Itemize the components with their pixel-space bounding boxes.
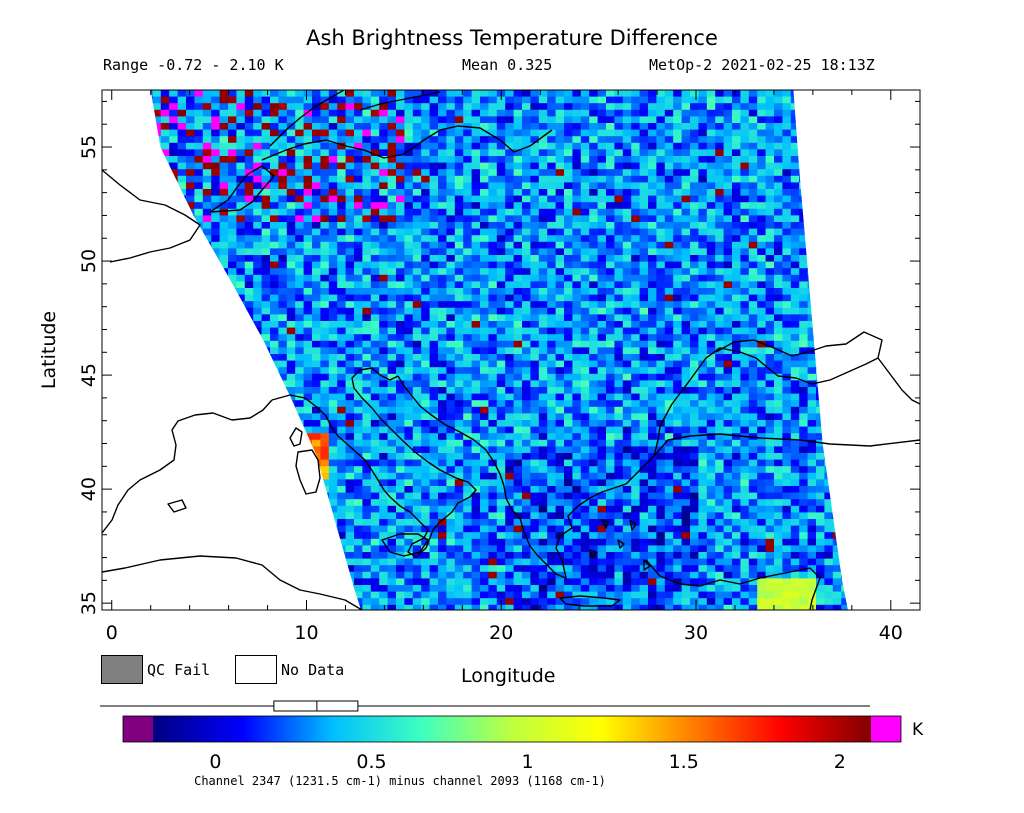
ytick-label: 40 (78, 477, 100, 501)
colorbar-tick-label: 0.5 (356, 751, 386, 773)
ytick-label: 50 (78, 249, 100, 273)
coastline-north-sea (102, 169, 201, 263)
footnote: Channel 2347 (1231.5 cm-1) minus channel… (194, 774, 606, 788)
coastline-balearics (167, 499, 187, 513)
no-data-label: No Data (281, 661, 345, 679)
qc-fail-swatch (101, 655, 143, 684)
colorbar-range-box (273, 700, 359, 712)
qc-fail-label: QC Fail (147, 661, 211, 679)
colorbar-tick-label: 1.5 (669, 751, 699, 773)
axis-ticks (102, 90, 920, 610)
coastline-iberia-south (102, 555, 363, 610)
coastline-italy (271, 367, 477, 558)
coastlines (102, 90, 920, 610)
xtick-label: 0 (106, 622, 118, 644)
coastline-black-sea (653, 331, 883, 457)
xtick-label: 10 (294, 622, 318, 644)
coastline-sicily (381, 533, 429, 557)
coastline-greece (519, 483, 627, 579)
coastline-turkey (625, 433, 920, 485)
colorbar-overflow (871, 716, 901, 742)
no-data-swatch (235, 655, 277, 684)
coastline-caucasus (877, 357, 920, 405)
mean-text: Mean 0.325 (462, 56, 553, 74)
data-swath (150, 90, 848, 610)
range-text: Range -0.72 - 2.10 K (103, 56, 284, 74)
coastline-sardinia (295, 449, 321, 495)
colorbar: 0 0.5 1 1.5 2 (100, 700, 902, 773)
ytick-label: 45 (78, 363, 100, 387)
xtick-label: 20 (489, 622, 513, 644)
satellite-time-text: MetOp-2 2021-02-25 18:13Z (649, 56, 875, 74)
coastline-scandinavia (269, 90, 441, 147)
colorbar-unit: K (912, 720, 924, 740)
plot-frame (101, 89, 921, 611)
colorbar-tick-label: 2 (834, 751, 846, 773)
coastline-iberia (102, 399, 273, 534)
colorbar-tick-label: 0 (209, 751, 221, 773)
colorbar-gradient (153, 716, 871, 742)
coastline-turkey-south (645, 559, 821, 610)
colorbar-tick-label: 1 (522, 751, 534, 773)
ylabel: Latitude (38, 311, 60, 389)
coastline-denmark (209, 165, 275, 213)
colorbar-ticks: 0 0.5 1 1.5 2 (209, 751, 845, 773)
coastline-adriatic-east (397, 375, 521, 519)
xtick-label: 40 (879, 622, 903, 644)
coastline-crete (559, 595, 621, 607)
coastline-corsica (289, 427, 303, 447)
axis-tick-labels: 0 10 20 30 40 35 40 45 50 55 (78, 135, 903, 644)
ytick-label: 35 (78, 591, 100, 615)
colorbar-underflow (123, 716, 153, 742)
xtick-label: 30 (684, 622, 708, 644)
ytick-label: 55 (78, 135, 100, 159)
map-title: Ash Brightness Temperature Difference (306, 26, 718, 50)
xlabel: Longitude (461, 665, 556, 687)
coastline-aegean-islands (589, 519, 651, 571)
coastline-baltic (261, 125, 553, 161)
